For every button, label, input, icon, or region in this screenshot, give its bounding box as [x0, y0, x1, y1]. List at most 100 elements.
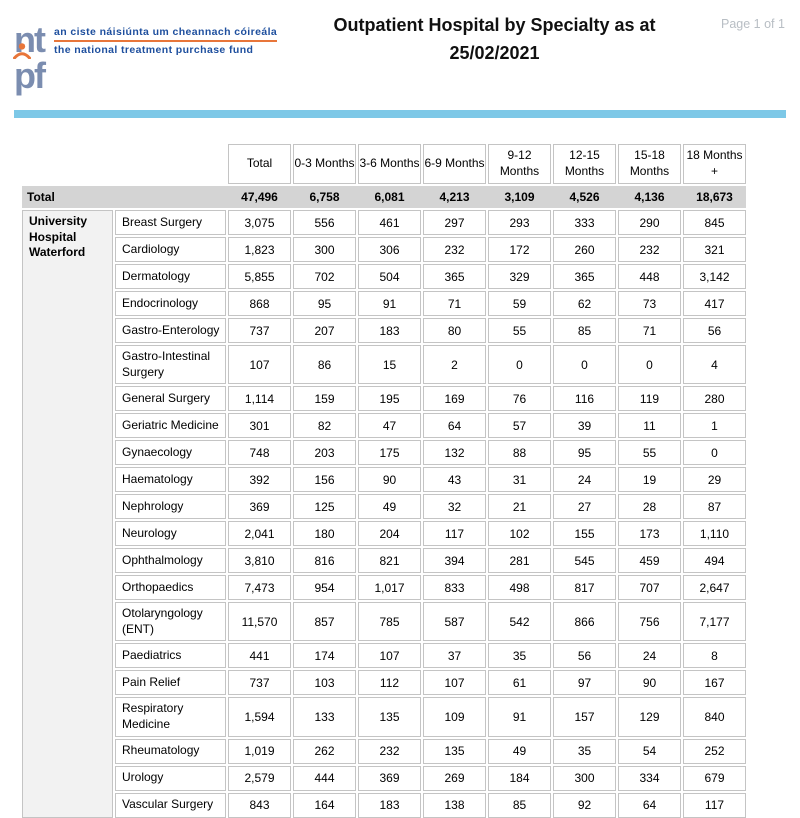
value-cell: 702: [293, 264, 356, 289]
specialty-cell: Dermatology: [115, 264, 226, 289]
value-cell: 135: [423, 738, 486, 764]
specialty-cell: Vascular Surgery: [115, 792, 226, 818]
value-cell: 21: [488, 494, 551, 520]
value-cell: 1: [683, 413, 746, 439]
specialty-cell: Neurology: [115, 521, 226, 547]
specialty-cell: Cardiology: [115, 237, 226, 262]
value-cell: 138: [423, 792, 486, 818]
value-cell: 11,570: [228, 602, 291, 642]
value-cell: 417: [683, 291, 746, 316]
value-cell: 91: [358, 291, 421, 316]
total-value: 6,081: [374, 190, 405, 204]
table-header-row: Total 0-3 Months 3-6 Months 6-9 Months 9…: [22, 144, 746, 184]
value-cell: 73: [618, 291, 681, 316]
logo-taglines: an ciste náisiúnta um cheannach cóireála…: [53, 26, 278, 56]
value-cell: 15: [358, 345, 421, 385]
value-cell: 155: [553, 521, 616, 547]
value-cell: 866: [553, 602, 616, 642]
value-cell: 0: [553, 345, 616, 385]
value-cell: 195: [358, 386, 421, 412]
value-cell: 180: [293, 521, 356, 547]
value-cell: 39: [553, 413, 616, 439]
value-cell: 232: [358, 738, 421, 764]
value-cell: 57: [488, 413, 551, 439]
value-cell: 545: [553, 548, 616, 574]
value-cell: 1,823: [228, 237, 291, 262]
value-cell: 174: [293, 643, 356, 669]
total-value: 47,496: [241, 190, 278, 204]
header-spacer-hospital: [22, 144, 113, 184]
value-cell: 64: [423, 413, 486, 439]
value-cell: 3,810: [228, 548, 291, 574]
accent-bar: [14, 110, 786, 118]
value-cell: 24: [618, 643, 681, 669]
value-cell: 112: [358, 670, 421, 696]
value-cell: 329: [488, 264, 551, 289]
value-cell: 90: [618, 670, 681, 696]
value-cell: 857: [293, 602, 356, 642]
value-cell: 203: [293, 440, 356, 466]
value-cell: 28: [618, 494, 681, 520]
value-cell: 232: [618, 237, 681, 262]
value-cell: 2,041: [228, 521, 291, 547]
value-cell: 4: [683, 345, 746, 385]
value-cell: 369: [228, 494, 291, 520]
value-cell: 840: [683, 697, 746, 737]
value-cell: 183: [358, 792, 421, 818]
column-header-3-6-months: 3-6 Months: [358, 144, 421, 184]
value-cell: 80: [423, 318, 486, 343]
specialty-cell: Rheumatology: [115, 738, 226, 764]
value-cell: 109: [423, 697, 486, 737]
specialty-cell: Orthopaedics: [115, 575, 226, 601]
value-cell: 0: [488, 345, 551, 385]
value-cell: 280: [683, 386, 746, 412]
value-cell: 369: [358, 765, 421, 791]
value-cell: 833: [423, 575, 486, 601]
specialty-cell: Gynaecology: [115, 440, 226, 466]
value-cell: 119: [618, 386, 681, 412]
report-header: ntp f an ciste náisiúnta um cheannach cói…: [0, 0, 800, 94]
value-cell: 49: [488, 738, 551, 764]
specialty-cell: Respiratory Medicine: [115, 697, 226, 737]
value-cell: 82: [293, 413, 356, 439]
value-cell: 49: [358, 494, 421, 520]
value-cell: 27: [553, 494, 616, 520]
value-cell: 300: [553, 765, 616, 791]
value-cell: 103: [293, 670, 356, 696]
value-cell: 252: [683, 738, 746, 764]
value-cell: 167: [683, 670, 746, 696]
value-cell: 135: [358, 697, 421, 737]
value-cell: 260: [553, 237, 616, 262]
tagline-irish: an ciste náisiúnta um cheannach cóireála: [53, 26, 278, 42]
value-cell: 43: [423, 467, 486, 493]
value-cell: 3,142: [683, 264, 746, 289]
value-cell: 175: [358, 440, 421, 466]
value-cell: 300: [293, 237, 356, 262]
page-number: Page 1 of 1: [721, 17, 785, 31]
column-header-18-months-plus: 18 Months +: [683, 144, 746, 184]
value-cell: 3,075: [228, 210, 291, 235]
value-cell: 164: [293, 792, 356, 818]
value-cell: 55: [618, 440, 681, 466]
person-icon: [13, 43, 31, 59]
value-cell: 845: [683, 210, 746, 235]
value-cell: 19: [618, 467, 681, 493]
value-cell: 55: [488, 318, 551, 343]
total-value: 6,758: [309, 190, 340, 204]
specialty-cell: Otolaryngology (ENT): [115, 602, 226, 642]
value-cell: 333: [553, 210, 616, 235]
column-header-total: Total: [228, 144, 291, 184]
value-cell: 817: [553, 575, 616, 601]
value-cell: 498: [488, 575, 551, 601]
value-cell: 306: [358, 237, 421, 262]
value-cell: 7,473: [228, 575, 291, 601]
value-cell: 183: [358, 318, 421, 343]
value-cell: 2,579: [228, 765, 291, 791]
value-cell: 0: [618, 345, 681, 385]
value-cell: 85: [553, 318, 616, 343]
value-cell: 125: [293, 494, 356, 520]
report-table: Total 0-3 Months 3-6 Months 6-9 Months 9…: [22, 144, 746, 818]
specialty-cell: Paediatrics: [115, 643, 226, 669]
value-cell: 1,017: [358, 575, 421, 601]
value-cell: 117: [683, 792, 746, 818]
